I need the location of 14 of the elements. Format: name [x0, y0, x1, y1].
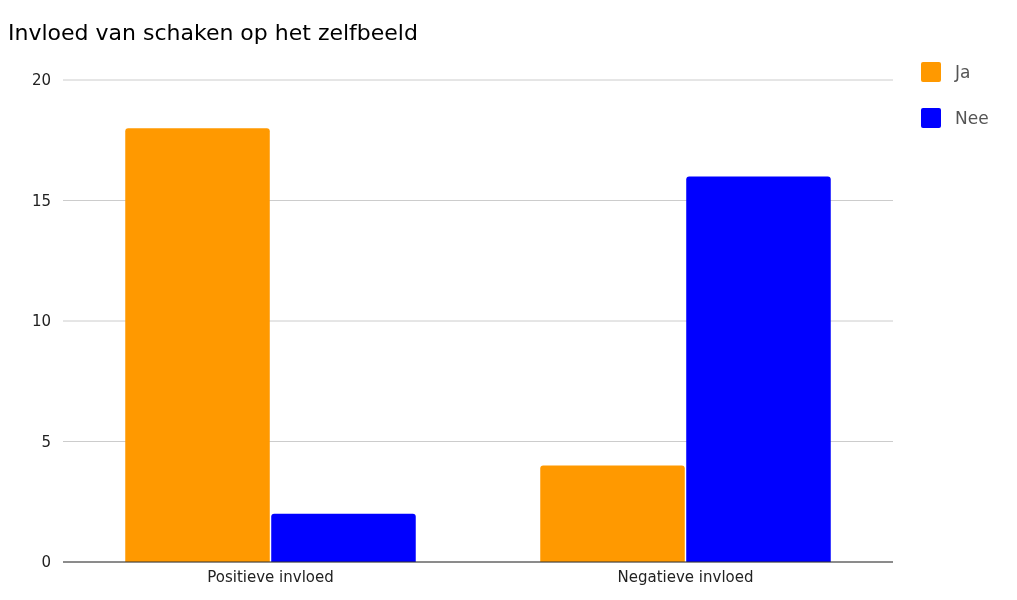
y-tick-label: 10: [31, 312, 51, 331]
x-tick-label: Positieve invloed: [207, 568, 334, 586]
y-tick-label: 0: [41, 553, 51, 572]
bar: [125, 128, 270, 562]
y-tick-label: 15: [31, 191, 51, 210]
legend-label: Ja: [954, 61, 971, 82]
y-tick-label: 20: [31, 71, 51, 90]
y-tick-label: 5: [41, 432, 51, 451]
bar: [686, 176, 831, 562]
x-tick-label: Negatieve invloed: [617, 568, 754, 586]
bar: [271, 513, 416, 562]
bar: [540, 465, 685, 562]
legend-label: Nee: [955, 107, 989, 128]
chart-title: Invloed van schaken op het zelfbeeld: [8, 20, 418, 45]
